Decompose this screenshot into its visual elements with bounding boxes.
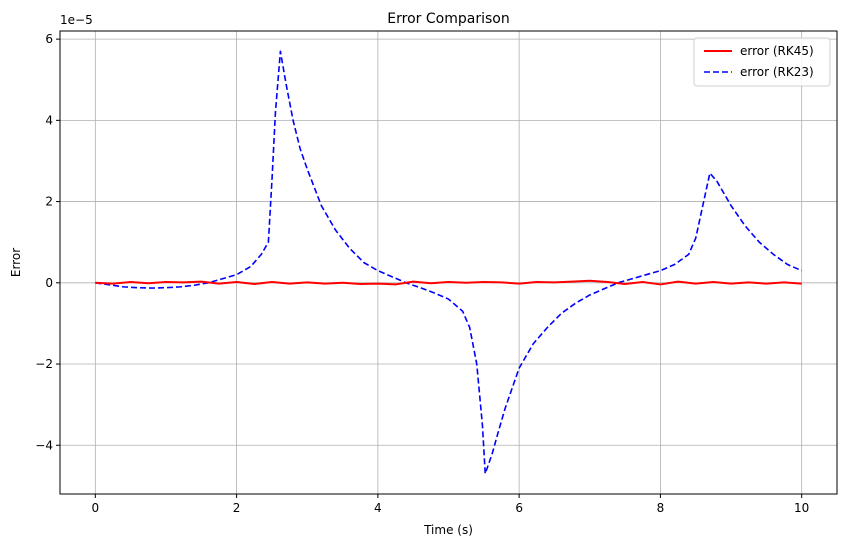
x-tick-label: 6 <box>515 501 523 515</box>
plot-frame <box>59 30 838 495</box>
x-tick-label: 4 <box>374 501 382 515</box>
x-tick-label: 8 <box>657 501 665 515</box>
y-tick-label: 4 <box>45 113 53 127</box>
y-tick-label: 2 <box>45 195 53 209</box>
legend-label-rk23: error (RK23) <box>740 65 814 79</box>
y-tick-label: 6 <box>45 32 53 46</box>
x-tick-label: 10 <box>794 501 809 515</box>
y-tick-label: 0 <box>45 276 53 290</box>
y-offset-label: 1e−5 <box>60 13 93 27</box>
y-tick-label: −4 <box>35 438 53 452</box>
series-line-rk23 <box>95 50 802 475</box>
x-tick-label: 0 <box>91 501 99 515</box>
series-layer <box>95 50 802 475</box>
x-axis-label: Time (s) <box>423 523 473 537</box>
y-tick-label: −2 <box>35 357 53 371</box>
x-tick-label: 2 <box>233 501 241 515</box>
y-axis-label: Error <box>9 248 23 277</box>
legend: error (RK45) error (RK23) <box>693 37 831 87</box>
chart-title: Error Comparison <box>387 11 509 27</box>
series-line-rk45 <box>95 279 802 286</box>
legend-label-rk45: error (RK45) <box>740 44 814 58</box>
ticks: 0 2 4 6 8 10 −4 −2 0 2 4 6 <box>35 32 809 515</box>
